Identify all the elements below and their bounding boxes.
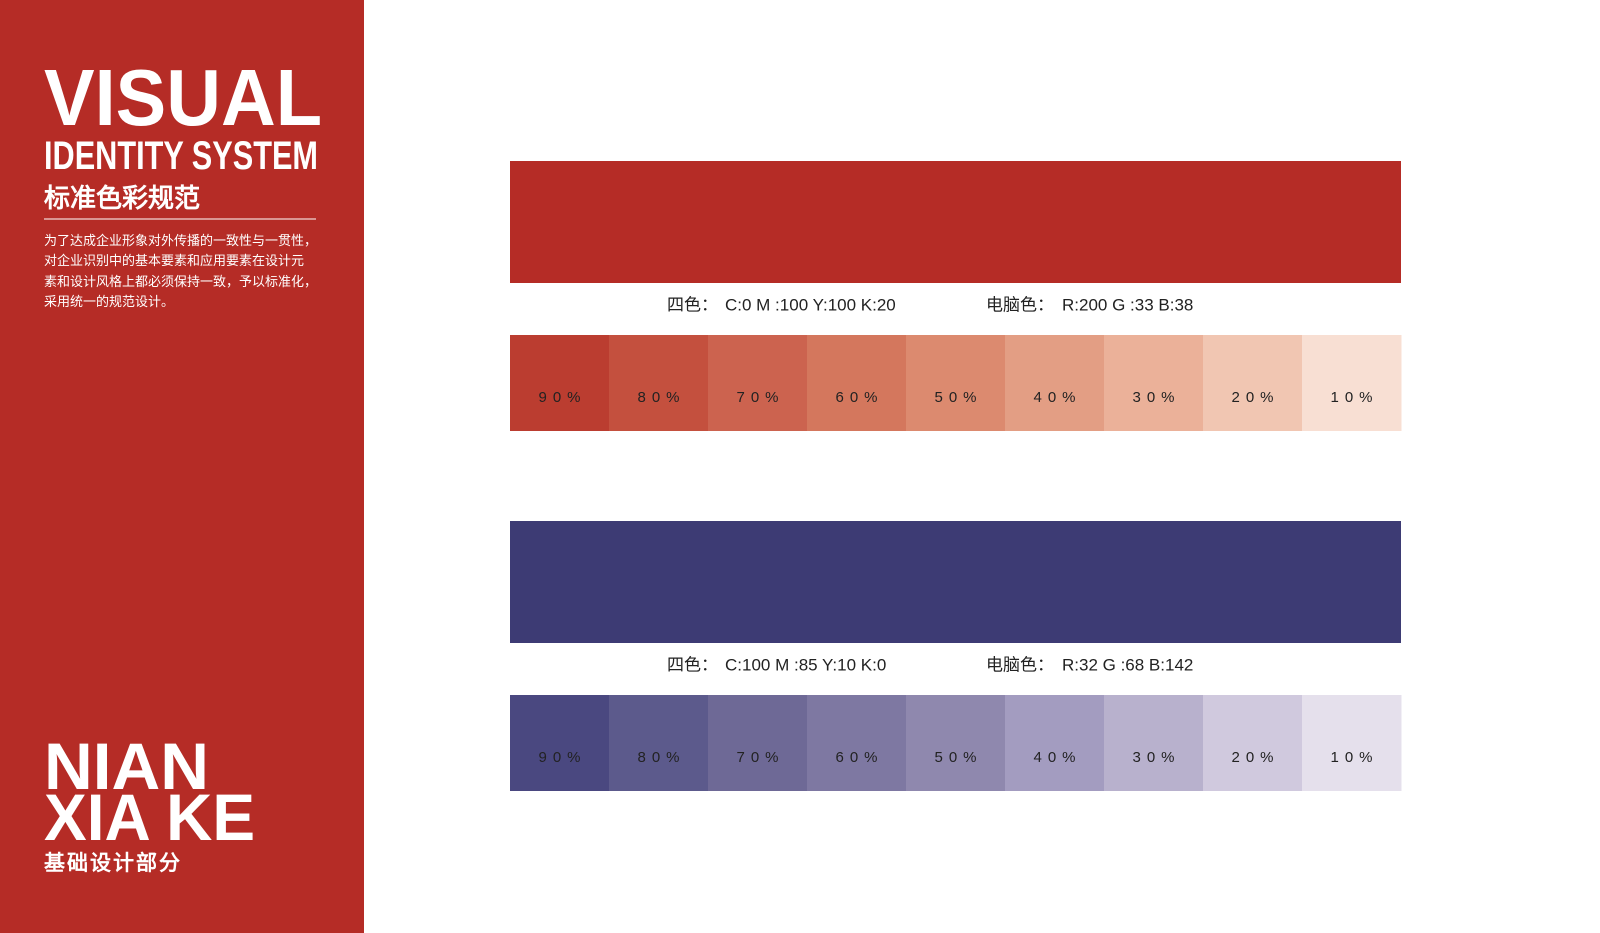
brand-line: NIAN <box>44 729 209 803</box>
paragraph-line: 为了达成企业形象对外传播的一致性与一贯性， <box>44 233 317 248</box>
tint-swatch <box>708 335 808 431</box>
title: VISUAL <box>44 53 322 142</box>
heading: 标准色彩规范 <box>44 183 200 213</box>
tint-swatch <box>807 335 907 431</box>
tint-label: 40% <box>1033 749 1081 766</box>
tint-swatch <box>906 695 1006 791</box>
tint-label: 60% <box>835 749 883 766</box>
tint-label: 30% <box>1132 389 1180 406</box>
tint-label: 90% <box>538 749 586 766</box>
cmyk-value: C:0 M :100 Y:100 K:20 <box>725 295 896 314</box>
tint-swatch <box>807 695 907 791</box>
tint-label: 70% <box>736 389 784 406</box>
sidebar <box>0 0 364 933</box>
tint-label: 10% <box>1330 749 1378 766</box>
tint-swatch <box>1104 695 1204 791</box>
cmyk-label: 四色： <box>667 295 718 314</box>
cmyk-label: 四色： <box>667 655 718 674</box>
tint-label: 40% <box>1033 389 1081 406</box>
main-swatch <box>510 161 1401 283</box>
tint-label: 20% <box>1231 389 1279 406</box>
tint-swatch <box>510 695 610 791</box>
tint-label: 80% <box>637 389 685 406</box>
tint-label: 20% <box>1231 749 1279 766</box>
brand-line: XIA KE <box>44 780 255 854</box>
tint-label: 30% <box>1132 749 1180 766</box>
tint-label: 10% <box>1330 389 1378 406</box>
rgb-label: 电脑色： <box>986 655 1054 674</box>
rgb-value: R:200 G :33 B:38 <box>1062 295 1193 314</box>
tint-swatch <box>510 335 610 431</box>
paragraph-line: 素和设计风格上都必须保持一致，予以标准化， <box>44 274 317 289</box>
tint-swatch <box>1005 695 1105 791</box>
tint-swatch <box>1203 335 1303 431</box>
tint-swatch <box>1104 335 1204 431</box>
tint-swatch <box>609 695 709 791</box>
tint-label: 50% <box>934 749 982 766</box>
rgb-label: 电脑色： <box>986 295 1054 314</box>
tint-swatch <box>1302 695 1402 791</box>
tint-swatch <box>1203 695 1303 791</box>
subtitle: IDENTITY SYSTEM <box>44 134 318 178</box>
paragraph-line: 对企业识别中的基本要素和应用要素在设计元 <box>44 253 304 268</box>
rgb-value: R:32 G :68 B:142 <box>1062 655 1193 674</box>
tint-label: 60% <box>835 389 883 406</box>
tint-swatch <box>708 695 808 791</box>
section-label: 基础设计部分 <box>44 851 182 875</box>
tint-swatch <box>609 335 709 431</box>
tint-label: 70% <box>736 749 784 766</box>
tint-swatch <box>906 335 1006 431</box>
main-swatch <box>510 521 1401 643</box>
tint-label: 90% <box>538 389 586 406</box>
tint-label: 50% <box>934 389 982 406</box>
tint-swatch <box>1005 335 1105 431</box>
cmyk-value: C:100 M :85 Y:10 K:0 <box>725 655 886 674</box>
tint-label: 80% <box>637 749 685 766</box>
paragraph-line: 采用统一的规范设计。 <box>44 294 174 309</box>
tint-swatch <box>1302 335 1402 431</box>
